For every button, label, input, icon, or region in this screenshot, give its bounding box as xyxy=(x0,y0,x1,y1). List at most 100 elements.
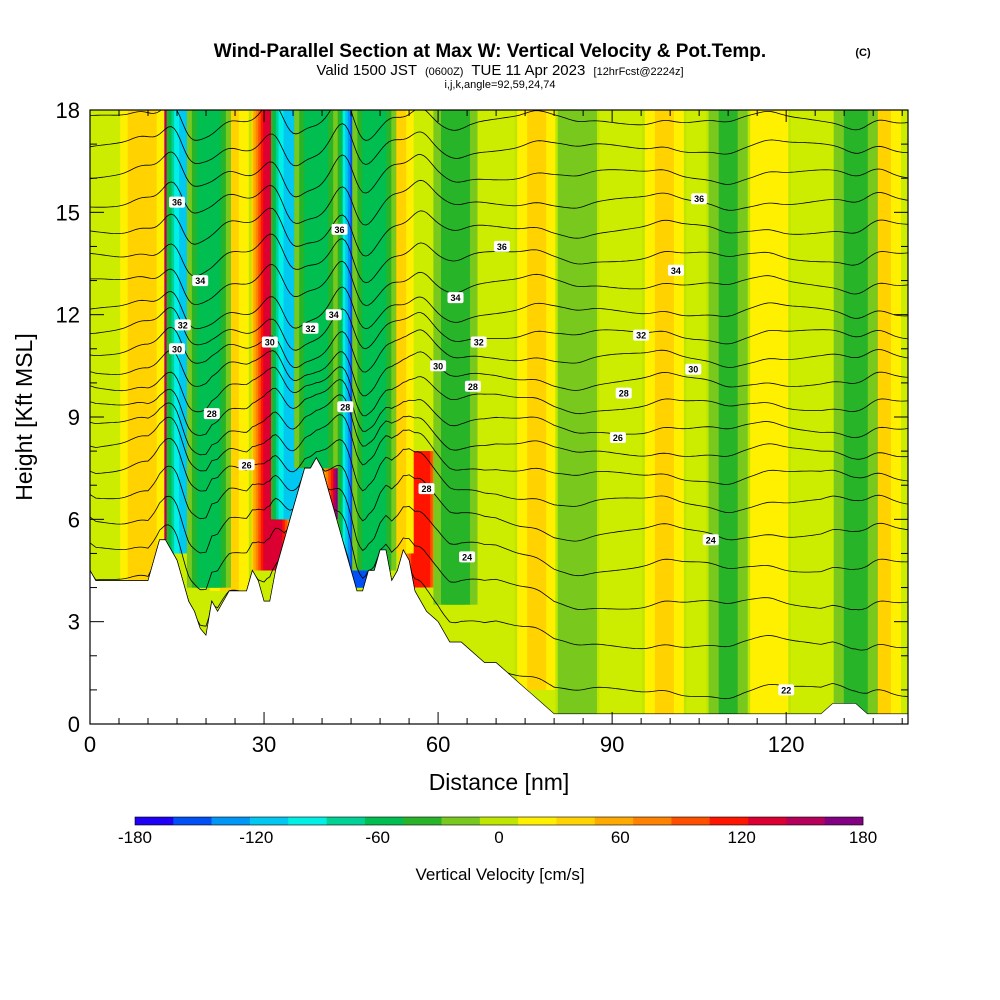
colorbar-segment xyxy=(709,817,749,825)
contour-label-box xyxy=(192,275,209,287)
contour-label: 30 xyxy=(261,336,278,348)
velocity-band xyxy=(759,110,779,714)
contour-label-text: 36 xyxy=(334,225,344,235)
x-tick-label: 0 xyxy=(84,732,96,757)
colorbar-segment xyxy=(211,817,251,825)
contour-labels: 36 34 32 30 28 26 30 32 34 36 28 28 24 34 30 32 28 36 26 28… xyxy=(169,193,795,696)
isentrope-line xyxy=(90,457,908,651)
contour-label-box xyxy=(331,223,348,235)
contour-label: 32 xyxy=(302,322,319,334)
colorbar-segment xyxy=(249,817,289,825)
contour-label-text: 34 xyxy=(195,276,205,286)
colorbar-segment xyxy=(748,817,787,825)
isentrope-line xyxy=(90,457,908,611)
contour-label-box xyxy=(169,196,185,208)
colorbar-frame xyxy=(134,816,864,826)
contour-label-text: 30 xyxy=(265,338,275,348)
contour-label: 24 xyxy=(702,534,719,546)
contour-label-box xyxy=(609,432,626,443)
contour-label-box xyxy=(691,193,708,205)
contour-label-box xyxy=(238,459,255,471)
x-axis-label: Distance [nm] xyxy=(429,769,570,795)
contour-label-text: 24 xyxy=(462,552,472,562)
contour-label-text: 22 xyxy=(781,685,791,695)
contour-label-text: 28 xyxy=(421,484,431,494)
contour-label: 30 xyxy=(430,360,447,372)
y-axis-label: Height [Kft MSL] xyxy=(11,333,37,500)
contour-label: 30 xyxy=(685,363,702,375)
colorbar-segment xyxy=(364,817,404,825)
subtitle-date: TUE 11 Apr 2023 xyxy=(471,62,585,79)
x-tick-label: 60 xyxy=(426,732,450,757)
colorbar-segment xyxy=(135,817,174,825)
contour-label-text: 36 xyxy=(497,242,507,252)
colorbar-tick-label: -60 xyxy=(365,828,390,847)
subtitle-fcst: [12hrFcst@2224z] xyxy=(594,66,684,78)
contour-label-text: 32 xyxy=(474,338,484,348)
contour-label-text: 26 xyxy=(613,433,623,443)
isentrope-line xyxy=(90,151,908,198)
isentrope-line xyxy=(90,414,908,485)
contour-label-text: 30 xyxy=(433,361,443,371)
velocity-band xyxy=(199,110,219,588)
isentrope-line xyxy=(90,207,908,257)
contour-label-box xyxy=(464,380,481,392)
x-axis-ticks: 0 30 60 90 120 xyxy=(84,110,903,757)
contour-label: 28 xyxy=(418,483,435,495)
subtitle-valid: Valid 1500 JST xyxy=(316,62,416,79)
contour-label-box xyxy=(685,363,702,375)
isentrope-line xyxy=(90,260,908,306)
y-tick-label: 12 xyxy=(56,303,80,328)
colorbar-tick-label: 120 xyxy=(728,828,756,847)
contour-label-box xyxy=(470,336,487,348)
colorbar-segment xyxy=(556,817,596,825)
contour-label: 28 xyxy=(337,401,354,413)
contour-label-text: 28 xyxy=(207,409,217,419)
velocity-band xyxy=(411,451,431,588)
velocity-band xyxy=(846,110,866,714)
colorbar-segment xyxy=(671,817,711,825)
colorbar-segment xyxy=(518,817,557,825)
colorbar-segment xyxy=(594,817,634,825)
contour-label: 34 xyxy=(447,292,464,304)
subtitle-ijk: i,j,k,angle=92,59,24,74 xyxy=(444,79,555,91)
velocity-band xyxy=(132,110,152,581)
contour-label: 36 xyxy=(691,193,708,205)
contour-label-box xyxy=(430,360,447,372)
y-tick-label: 15 xyxy=(56,200,80,225)
contour-label-box xyxy=(174,319,191,331)
contour-label: 36 xyxy=(331,223,348,235)
colorbar-tick-label: -120 xyxy=(239,828,273,847)
isentrope-line xyxy=(90,394,908,460)
x-tick-label: 30 xyxy=(252,732,276,757)
velocity-band xyxy=(567,110,587,714)
colorbar-segment xyxy=(824,817,864,825)
contour-label-text: 28 xyxy=(340,402,350,412)
contour-label-box xyxy=(169,343,185,355)
contour-label-text: 32 xyxy=(636,331,646,341)
plot-area: 36 34 32 30 28 26 30 32 34 36 28 28 24 34 30 32 28 36 26 28… xyxy=(90,110,908,724)
isentrope-line xyxy=(90,437,908,514)
colorbar-segment xyxy=(441,817,481,825)
isentrope-line xyxy=(90,286,908,330)
isentrope-line xyxy=(90,349,908,397)
title-mark: (C) xyxy=(855,47,871,59)
contour-label-text: 28 xyxy=(619,389,629,399)
x-tick-label: 120 xyxy=(768,732,805,757)
contour-label-box xyxy=(203,408,220,420)
contour-label: 26 xyxy=(609,432,626,443)
isentropes xyxy=(90,110,908,700)
colorbar-tick-label: 60 xyxy=(611,828,630,847)
contour-label-box xyxy=(615,387,632,399)
contour-label-box xyxy=(302,322,319,334)
colorbar-segment xyxy=(479,817,519,825)
contour-label-box xyxy=(261,336,278,348)
contour-label-box xyxy=(447,292,464,304)
velocity-band xyxy=(718,110,738,714)
contour-label-box xyxy=(337,401,354,413)
colorbar-segment xyxy=(173,817,212,825)
contour-label-box xyxy=(702,534,719,546)
contour-label-box xyxy=(493,240,510,252)
